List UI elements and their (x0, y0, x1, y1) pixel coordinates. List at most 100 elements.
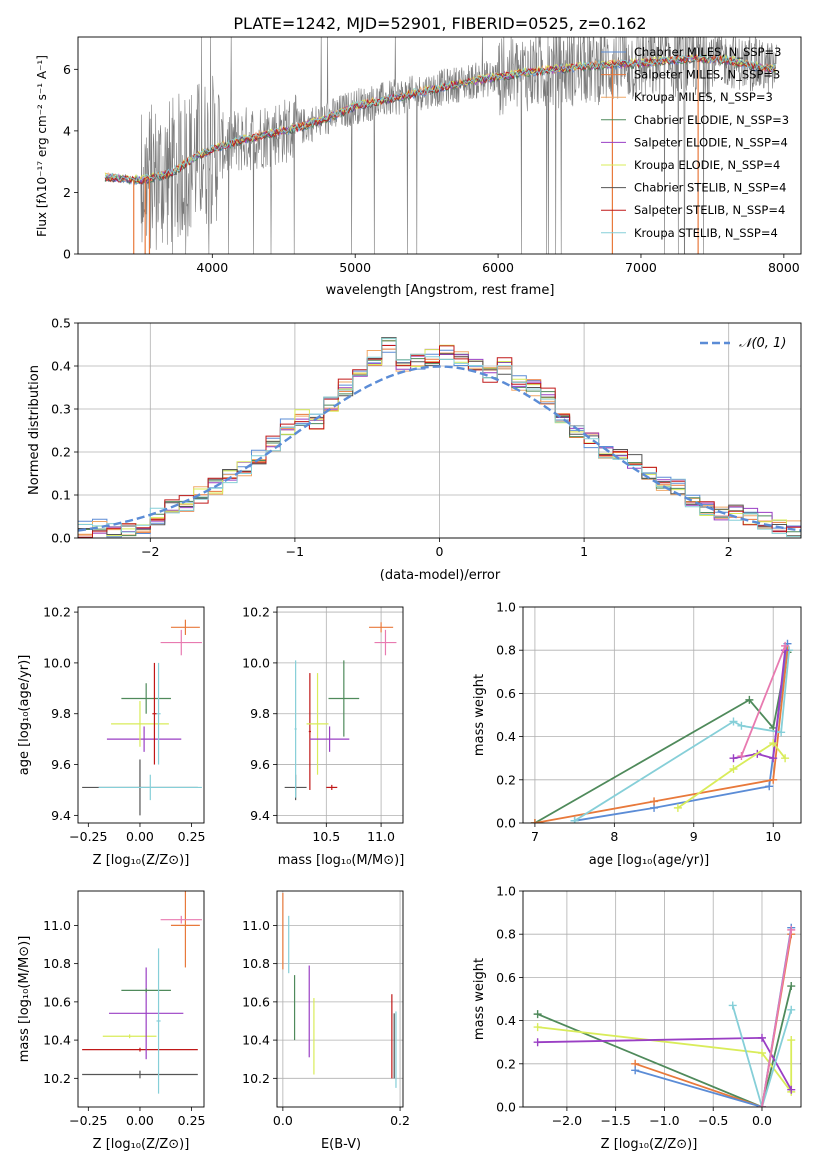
y-tick-label: 10.2 (43, 605, 71, 620)
y-tick-label: 10.6 (242, 994, 270, 1009)
x-tick-label: 0.2 (390, 1113, 410, 1128)
y-tick-label: 10.2 (242, 1071, 270, 1086)
mass-weight-marker (530, 819, 539, 823)
y-tick-label: 6 (63, 62, 71, 77)
y-tick-label: 10.4 (242, 1033, 270, 1048)
residual-histogram-panel: −2 −1 0 1 2 0.0 0.1 0.2 0.3 0.4 0.5 (51, 316, 802, 559)
spectrum-ylabel: Flux [fλ10⁻¹⁷ erg cm⁻² s⁻¹ A⁻¹] (35, 55, 49, 237)
spectrum-xlabel: wavelength [Angstrom, rest frame] (326, 283, 555, 298)
x-tick-label: 5000 (339, 260, 371, 275)
legend-label: Kroupa MILES, N_SSP=3 (634, 90, 773, 104)
y-tick-label: 0.6 (496, 970, 516, 985)
legend-label: Kroupa STELIB, N_SSP=4 (634, 226, 778, 240)
spectrum-legend: Chabrier MILES, N_SSP=3 Salpeter MILES, N… (601, 45, 789, 240)
legend-label: Chabrier STELIB, N_SSP=4 (634, 181, 786, 195)
x-tick-label: 2 (725, 544, 733, 559)
y-tick-label: 10.4 (43, 1033, 71, 1048)
mass-weight-marker (533, 1023, 542, 1032)
y-tick-label: 0.1 (51, 488, 71, 503)
plot-area (82, 891, 202, 1094)
mass-weight-line (574, 643, 789, 822)
x-tick-label: −0.25 (69, 1113, 107, 1128)
z-mass-panel: −0.25 0.00 0.25 10.2 10.4 10.6 10.8 11.0 (43, 890, 206, 1128)
y-tick-label: 0 (63, 247, 71, 262)
mass-weight-marker (787, 1085, 796, 1094)
x-tick-label: 0.0 (752, 1113, 772, 1128)
plot-area (282, 892, 397, 1088)
x-tick-label: −2 (141, 544, 159, 559)
mass-weight-line (761, 929, 793, 1107)
plot-area (533, 923, 796, 1107)
y-tick-label: 0.2 (51, 445, 71, 460)
y-tick-label: 0.2 (496, 772, 516, 787)
y-tick-label: 10.8 (242, 956, 270, 971)
y-tick-label: 9.6 (51, 757, 71, 772)
mass-age-xlabel: mass [log₁₀(M/M⊙)] (278, 853, 405, 868)
gaussian-curve (78, 365, 801, 532)
mass-weight-marker (631, 1066, 640, 1075)
legend-label: Chabrier MILES, N_SSP=3 (634, 45, 781, 59)
x-tick-label: 7 (531, 829, 539, 844)
x-tick-label: 6000 (482, 260, 514, 275)
x-tick-label: 9 (690, 829, 698, 844)
mass-weight-marker (570, 816, 579, 823)
axes-frame (77, 606, 205, 824)
axes-frame (77, 322, 802, 539)
mass-weight-marker (737, 721, 746, 730)
age-weight-ylabel: mass weight (472, 674, 487, 756)
model-spectrum-line (104, 53, 776, 182)
y-tick-label: 2 (63, 185, 71, 200)
plot-area (104, 37, 777, 254)
mass-weight-marker (673, 803, 682, 812)
y-tick-label: 9.6 (250, 757, 270, 772)
legend-label: Salpeter ELODIE, N_SSP=4 (634, 135, 788, 149)
mass-weight-marker (769, 739, 778, 748)
x-tick-label: 8000 (768, 260, 800, 275)
y-tick-label: 0.3 (51, 402, 71, 417)
z-age-ylabel: age [log₁₀(age/yr)] (17, 655, 32, 776)
histogram-xlabel: (data-model)/error (380, 568, 501, 583)
x-tick-label: 0.00 (126, 1113, 154, 1128)
y-tick-label: 9.8 (250, 706, 270, 721)
mass-weight-line (677, 741, 786, 809)
x-tick-label: 0 (436, 544, 444, 559)
y-tick-label: 11.0 (43, 918, 71, 933)
y-tick-label: 10.6 (43, 994, 71, 1009)
z-mass-ylabel: mass [log₁₀(M/M⊙)] (17, 936, 32, 1063)
mass-weight-line (740, 645, 786, 757)
x-tick-label: 0.00 (126, 829, 154, 844)
x-tick-label: 0.25 (178, 829, 206, 844)
mass-weight-marker (781, 641, 790, 650)
y-tick-label: 10.8 (43, 956, 71, 971)
mass-weight-marker (769, 754, 778, 763)
legend-label: 𝒩(0, 1) (739, 336, 786, 351)
legend-label: Salpeter MILES, N_SSP=3 (634, 68, 780, 82)
y-tick-label: 0.8 (496, 643, 516, 658)
histogram-ylabel: Normed distribution (27, 365, 42, 495)
histogram-step-line (78, 345, 801, 538)
y-tick-label: 9.4 (51, 808, 71, 823)
x-tick-label: 0.0 (273, 1113, 293, 1128)
spectrum-panel: 4000 5000 6000 7000 8000 0 2 4 6 (63, 36, 802, 275)
x-tick-label: 8 (610, 829, 618, 844)
x-tick-label: 11.0 (367, 829, 395, 844)
mass-weight-marker (781, 754, 790, 763)
mass-weight-marker (729, 717, 738, 726)
mass-weight-marker (729, 754, 738, 763)
legend-label: Kroupa ELODIE, N_SSP=4 (634, 158, 780, 172)
y-tick-label: 9.4 (250, 808, 270, 823)
x-tick-label: −2.0 (552, 1113, 582, 1128)
mass-weight-marker (757, 1033, 766, 1042)
y-tick-label: 0.5 (51, 316, 71, 331)
mass-weight-line (574, 650, 790, 822)
mass-weight-marker (729, 765, 738, 773)
legend-label: Salpeter STELIB, N_SSP=4 (634, 203, 785, 217)
mass-age-panel: 10.5 11.0 9.4 9.6 9.8 10.0 10.2 (242, 605, 404, 844)
x-tick-label: 0.25 (178, 1113, 206, 1128)
spectrum-data-line (104, 37, 777, 254)
x-tick-label: −0.5 (698, 1113, 728, 1128)
mass-weight-line (534, 650, 789, 823)
histogram-legend: 𝒩(0, 1) (700, 336, 786, 351)
spectrum-title: PLATE=1242, MJD=52901, FIBERID=0525, z=0… (233, 14, 646, 33)
